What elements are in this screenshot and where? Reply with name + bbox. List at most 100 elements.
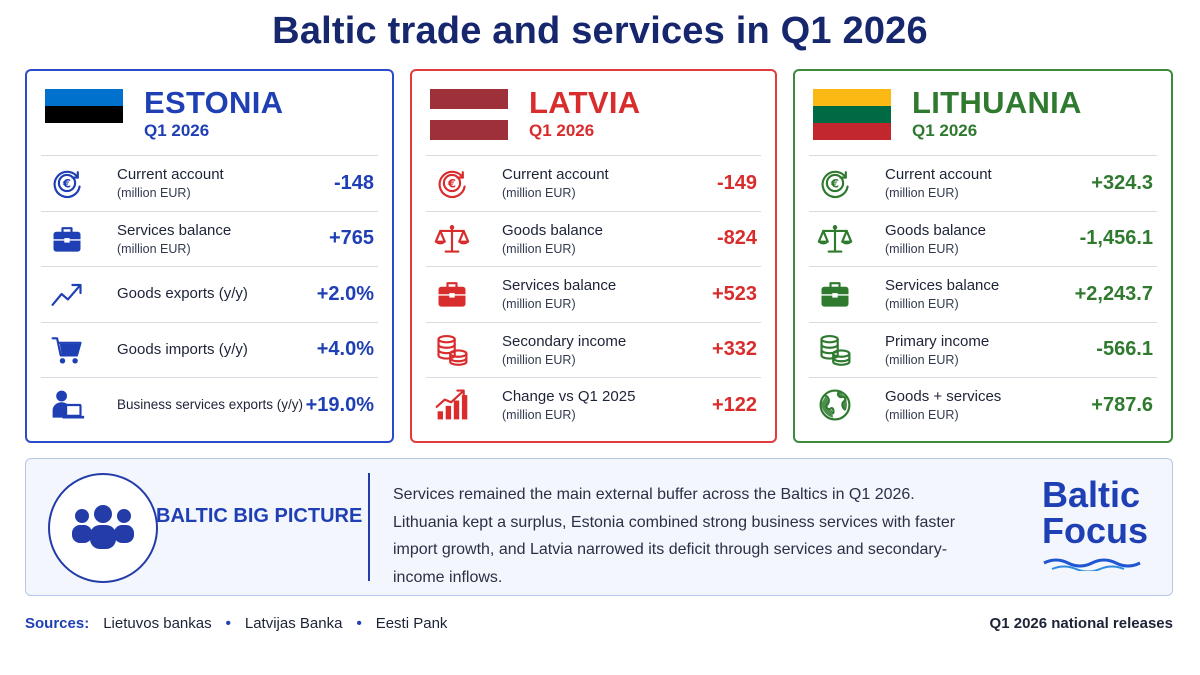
banner-summary: Services remained the main external buff… bbox=[393, 486, 956, 586]
metric-row: Secondary income (million EUR) +332 bbox=[426, 321, 761, 378]
metric-value: -148 bbox=[333, 171, 374, 194]
euro-cycle-icon: € bbox=[45, 163, 89, 203]
coins-icon bbox=[813, 330, 857, 370]
lithuania-card: LITHUANIA Q1 2026 € Current account (milli… bbox=[793, 69, 1173, 443]
person-laptop-icon bbox=[45, 385, 89, 425]
metric-unit: (million EUR) bbox=[885, 297, 959, 312]
metric-row: Goods + services (million EUR) +787.6 bbox=[809, 377, 1157, 433]
divider bbox=[368, 473, 370, 581]
metric-row: Change vs Q1 2025 (million EUR) +122 bbox=[426, 377, 761, 433]
coins-icon bbox=[430, 330, 474, 370]
metric-unit: (million EUR) bbox=[117, 186, 191, 201]
metric-name: Goods balance bbox=[502, 221, 603, 239]
baltic-focus-logo: Baltic Focus bbox=[1042, 477, 1148, 549]
estonia-flag bbox=[45, 89, 123, 140]
metric-row: Goods exports (y/y) +2.0% bbox=[41, 266, 378, 322]
metric-label: Goods balance (million EUR) bbox=[502, 222, 717, 256]
metric-row: Goods balance (million EUR) -1,456.1 bbox=[809, 210, 1157, 267]
metric-unit: (million EUR) bbox=[885, 408, 959, 423]
metric-name: Goods exports (y/y) bbox=[117, 285, 248, 303]
logo-line-1: Baltic bbox=[1042, 474, 1141, 515]
metric-name: Current account bbox=[885, 166, 992, 184]
metric-name: Current account bbox=[502, 166, 609, 184]
metric-label: Business services exports (y/y) bbox=[117, 396, 306, 414]
cart-icon bbox=[45, 330, 89, 370]
scales-icon bbox=[430, 219, 474, 259]
metric-name: Goods balance bbox=[885, 221, 986, 239]
source-item: Latvijas Banka bbox=[244, 615, 343, 632]
metric-label: Current account (million EUR) bbox=[885, 166, 1091, 200]
banner-heading: BALTIC BIG PICTURE bbox=[156, 505, 363, 527]
metric-unit: (million EUR) bbox=[502, 408, 576, 423]
metric-name: Business services exports (y/y) bbox=[117, 397, 304, 413]
metric-label: Current account (million EUR) bbox=[117, 166, 334, 200]
lithuania-flag bbox=[813, 89, 891, 140]
svg-text:€: € bbox=[447, 177, 456, 191]
metric-unit: (million EUR) bbox=[502, 352, 576, 367]
metric-value: -824 bbox=[716, 227, 757, 250]
estonia-rows: € Current account (million EUR) -148 Service… bbox=[41, 155, 378, 433]
metric-label: Goods + services (million EUR) bbox=[885, 388, 1091, 422]
globe-icon bbox=[813, 385, 857, 425]
logo-line-2: Focus bbox=[1042, 510, 1149, 551]
metric-name: Change vs Q1 2025 bbox=[502, 388, 636, 406]
metric-value: +332 bbox=[711, 338, 757, 361]
page-title: Baltic trade and services in Q1 2026 bbox=[272, 10, 928, 52]
people-group-icon bbox=[48, 473, 158, 583]
euro-cycle-icon: € bbox=[430, 163, 474, 203]
latvia-rows: € Current account (million EUR) -149 Goods b… bbox=[426, 155, 761, 433]
big-picture-banner: BALTIC BIG PICTURE Services remained the… bbox=[25, 458, 1173, 596]
release-note: Q1 2026 national releases bbox=[989, 615, 1173, 632]
metric-value: -1,456.1 bbox=[1079, 227, 1153, 250]
metric-label: Change vs Q1 2025 (million EUR) bbox=[502, 388, 712, 422]
euro-cycle-icon: € bbox=[813, 163, 857, 203]
briefcase-icon bbox=[430, 274, 474, 314]
metric-unit: (million EUR) bbox=[502, 297, 576, 312]
metric-row: Goods imports (y/y) +4.0% bbox=[41, 321, 378, 378]
metric-row: Services balance (million EUR) +523 bbox=[426, 266, 761, 322]
metric-row: Business services exports (y/y) +19.0% bbox=[41, 377, 378, 433]
separator: • bbox=[225, 615, 231, 632]
metric-row: Goods balance (million EUR) -824 bbox=[426, 210, 761, 267]
bar-growth-icon bbox=[430, 385, 474, 425]
metric-name: Services balance bbox=[502, 277, 617, 295]
metric-value: +4.0% bbox=[316, 338, 374, 361]
source-item: Eesti Pank bbox=[375, 615, 448, 632]
svg-text:€: € bbox=[830, 177, 839, 191]
country-name: LITHUANIA bbox=[912, 85, 1082, 120]
svg-text:€: € bbox=[62, 177, 71, 191]
metric-value: +122 bbox=[711, 393, 757, 416]
metric-value: -566.1 bbox=[1096, 338, 1153, 361]
lithuania-rows: € Current account (million EUR) +324.3 Goods… bbox=[809, 155, 1157, 433]
briefcase-icon bbox=[813, 274, 857, 314]
metric-name: Current account bbox=[117, 166, 224, 184]
metric-value: -149 bbox=[716, 171, 757, 194]
metric-label: Goods imports (y/y) bbox=[117, 341, 317, 359]
metric-name: Primary income bbox=[885, 332, 990, 350]
metric-row: Services balance (million EUR) +2,243.7 bbox=[809, 266, 1157, 322]
metric-label: Services balance (million EUR) bbox=[885, 277, 1075, 311]
metric-label: Current account (million EUR) bbox=[502, 166, 717, 200]
country-name: ESTONIA bbox=[144, 85, 284, 120]
estonia-card: ESTONIA Q1 2026 € Current account (million… bbox=[25, 69, 394, 443]
metric-label: Goods balance (million EUR) bbox=[885, 222, 1080, 256]
period: Q1 2026 bbox=[529, 121, 595, 140]
metric-value: +19.0% bbox=[305, 393, 374, 416]
metric-label: Services balance (million EUR) bbox=[117, 222, 329, 256]
metric-row: € Current account (million EUR) +324.3 bbox=[809, 155, 1157, 211]
metric-label: Goods exports (y/y) bbox=[117, 285, 317, 303]
metric-value: +523 bbox=[711, 282, 757, 305]
metric-name: Services balance bbox=[117, 221, 232, 239]
metric-unit: (million EUR) bbox=[502, 186, 576, 201]
wave-icon bbox=[1043, 558, 1141, 571]
metric-label: Secondary income (million EUR) bbox=[502, 333, 712, 367]
metric-name: Services balance bbox=[885, 277, 1000, 295]
metric-value: +2,243.7 bbox=[1074, 282, 1153, 305]
period: Q1 2026 bbox=[144, 121, 210, 140]
metric-label: Primary income (million EUR) bbox=[885, 333, 1096, 367]
source-item: Lietuvos bankas bbox=[103, 615, 212, 632]
metric-unit: (million EUR) bbox=[502, 241, 576, 256]
metric-value: +787.6 bbox=[1091, 393, 1153, 416]
metric-unit: (million EUR) bbox=[885, 241, 959, 256]
metric-unit: (million EUR) bbox=[117, 241, 191, 256]
